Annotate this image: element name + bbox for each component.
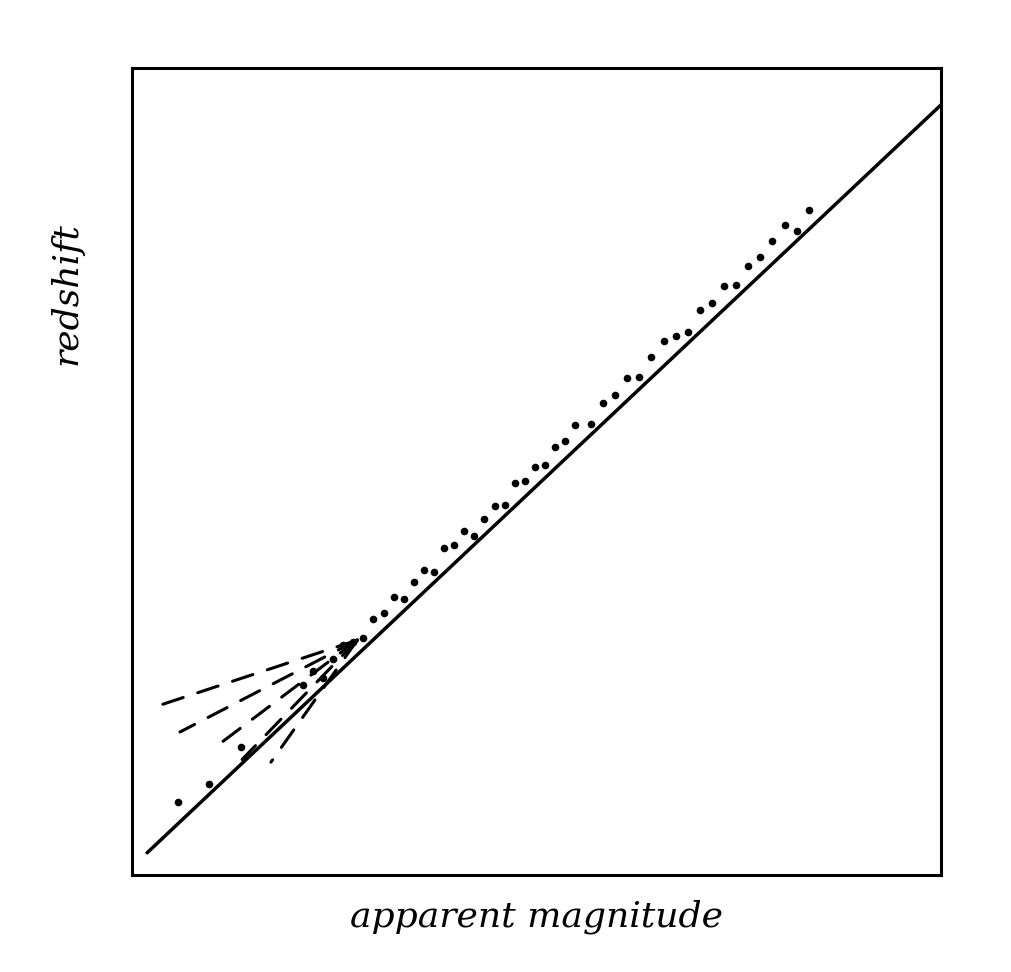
Point [314,670,331,685]
Point [436,540,452,556]
Point [582,417,599,433]
Point [355,630,371,645]
Point [375,605,391,620]
Point [335,638,351,653]
Point [727,277,743,293]
Point [594,396,611,411]
Point [486,498,502,513]
Point [405,574,422,590]
Point [170,794,186,810]
Point [715,278,731,294]
Point [631,369,647,385]
Point [456,524,472,539]
Point [385,589,401,605]
Point [788,224,804,239]
Point [679,325,696,340]
Point [763,233,779,249]
Point [800,202,816,218]
Point [294,677,310,693]
Point [345,635,361,650]
Point [507,475,523,491]
Point [537,457,553,472]
Point [426,565,442,580]
Point [233,739,249,754]
Point [395,591,411,607]
Point [446,538,462,553]
Y-axis label: redshift: redshift [50,223,84,365]
Point [655,333,671,349]
Point [556,433,572,448]
Point [365,611,381,627]
Point [607,387,623,402]
Point [476,510,492,526]
Point [517,473,533,489]
Point [667,328,683,343]
Point [692,302,708,318]
Point [775,218,792,233]
Point [466,528,482,543]
Point [547,439,563,455]
Point [739,258,755,273]
Point [704,295,720,311]
X-axis label: apparent magnitude: apparent magnitude [350,900,722,934]
Point [325,651,341,667]
Point [527,459,543,474]
Point [619,370,635,386]
Point [566,417,582,433]
Point [751,249,767,264]
Point [201,776,217,791]
Point [643,349,659,364]
Point [304,664,320,679]
Point [416,563,432,578]
Point [496,497,513,512]
